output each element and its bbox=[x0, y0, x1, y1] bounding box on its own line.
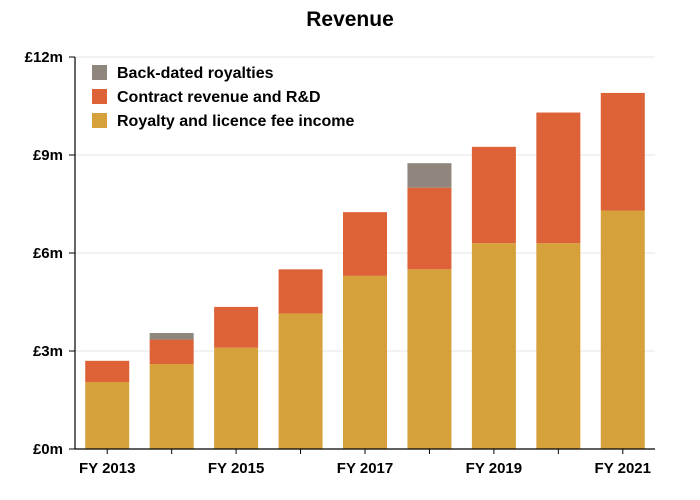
legend-label: Contract revenue and R&D bbox=[117, 89, 321, 106]
chart-title: Revenue bbox=[306, 8, 394, 31]
x-tick-label: FY 2017 bbox=[337, 460, 393, 477]
legend-label: Back-dated royalties bbox=[117, 65, 274, 82]
bar-segment bbox=[407, 187, 452, 270]
bar-segment bbox=[343, 212, 387, 276]
bar-segment bbox=[471, 146, 516, 244]
bar-segment bbox=[85, 382, 130, 449]
bar-segment bbox=[407, 163, 452, 188]
y-tick-label: £9m bbox=[33, 147, 63, 164]
legend-swatch bbox=[92, 113, 107, 128]
bar-segment bbox=[278, 269, 323, 314]
x-tick-label: FY 2015 bbox=[208, 460, 264, 477]
x-tick-label: FY 2019 bbox=[466, 460, 522, 477]
y-tick-label: £6m bbox=[33, 245, 63, 262]
bar-segment bbox=[214, 347, 259, 449]
bar-segment bbox=[149, 333, 194, 340]
bar-segment bbox=[536, 112, 581, 244]
bar-segment bbox=[343, 275, 387, 449]
bar-segment bbox=[278, 313, 323, 449]
x-tick-label: FY 2013 bbox=[79, 460, 135, 477]
legend-swatch bbox=[92, 89, 107, 104]
x-tick-label: FY 2021 bbox=[595, 460, 651, 477]
legend-swatch bbox=[92, 65, 107, 80]
bar-segment bbox=[407, 269, 452, 449]
bar-segment bbox=[149, 339, 194, 365]
bar-segment bbox=[471, 243, 516, 449]
bar-segment bbox=[600, 92, 645, 211]
bar-segment bbox=[214, 306, 259, 348]
bar-segment bbox=[600, 210, 645, 449]
bar-segment bbox=[536, 243, 581, 449]
bar-segment bbox=[85, 360, 130, 383]
y-tick-label: £12m bbox=[25, 49, 63, 66]
y-tick-label: £3m bbox=[33, 343, 63, 360]
legend-label: Royalty and licence fee income bbox=[117, 113, 355, 130]
y-tick-label: £0m bbox=[33, 441, 63, 458]
bar-segment bbox=[149, 364, 194, 449]
